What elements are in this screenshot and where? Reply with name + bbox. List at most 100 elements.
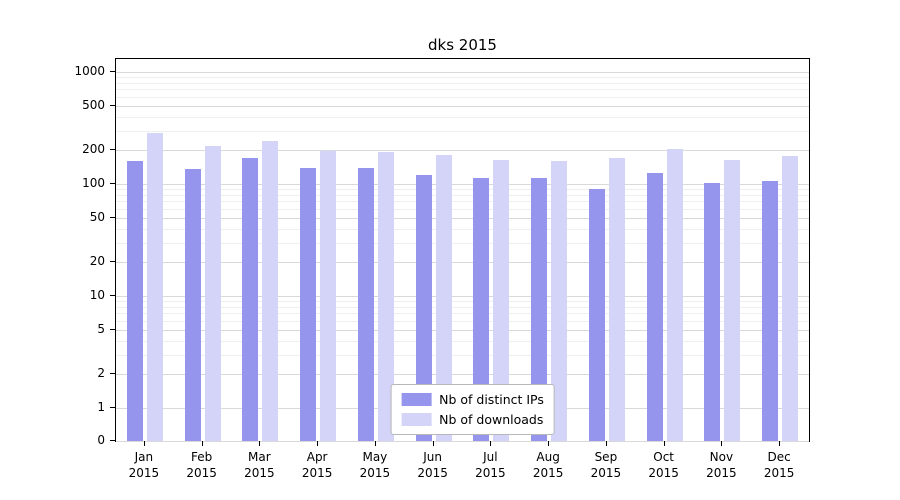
y-tick-label: 100 (82, 176, 105, 190)
x-tick-mark (548, 441, 550, 446)
bar-nb-of-downloads-oct-2015 (666, 148, 683, 441)
x-tick-mark (779, 441, 781, 446)
bar-nb-of-downloads-jul-2015 (493, 159, 510, 441)
gridline-minor (116, 130, 809, 132)
x-tick-label-jul-2015: Jul 2015 (475, 450, 506, 480)
legend-swatch-distinct-ips (401, 393, 432, 406)
gridline-minor (116, 89, 809, 91)
gridline-minor (116, 194, 809, 196)
y-tick-label: 50 (89, 209, 105, 224)
gridline-minor (116, 301, 809, 303)
legend-label-downloads: Nb of downloads (439, 412, 544, 427)
x-tick-mark (374, 441, 376, 446)
gridline-minor (116, 228, 809, 230)
x-tick-label-jun-2015: Jun 2015 (417, 450, 448, 480)
y-tick-mark (110, 71, 115, 72)
bar-nb-of-downloads-feb-2015 (204, 145, 221, 441)
x-tick-mark (317, 441, 319, 446)
y-tick-label: 0 (97, 433, 105, 447)
y-tick-mark (110, 104, 115, 106)
x-tick-mark (605, 441, 607, 446)
gridline-major (116, 329, 809, 331)
y-tick-label: 10 (89, 288, 105, 302)
bar-nb-of-downloads-jan-2015 (146, 133, 163, 441)
legend-item-distinct-ips: Nb of distinct IPs (401, 392, 544, 407)
bar-nb-of-downloads-jun-2015 (435, 155, 452, 441)
bar-nb-of-distinct-ips-jan-2015 (126, 161, 143, 441)
bar-nb-of-distinct-ips-aug-2015 (531, 178, 548, 441)
gridline-minor (116, 340, 809, 342)
y-tick-mark (110, 149, 115, 151)
gridline-minor (116, 242, 809, 244)
bar-nb-of-distinct-ips-may-2015 (357, 167, 374, 441)
x-tick-mark (432, 441, 434, 446)
y-tick-mark (110, 261, 115, 263)
legend-swatch-downloads (401, 413, 432, 426)
y-tick-label: 20 (89, 254, 105, 269)
bar-nb-of-distinct-ips-jun-2015 (415, 175, 432, 441)
gridline-major (116, 184, 809, 185)
x-tick-label-oct-2015: Oct 2015 (648, 450, 679, 480)
gridline-major (116, 105, 809, 107)
gridline-minor (116, 313, 809, 315)
x-tick-mark (663, 441, 665, 446)
bar-nb-of-downloads-may-2015 (377, 152, 394, 441)
legend-label-distinct-ips: Nb of distinct IPs (439, 392, 544, 407)
gridline-minor (116, 354, 809, 356)
gridline-major (116, 150, 809, 152)
bar-nb-of-distinct-ips-apr-2015 (300, 167, 317, 441)
y-tick-mark (110, 407, 115, 408)
x-tick-mark (721, 441, 723, 446)
y-tick-mark (110, 373, 115, 375)
y-tick-mark (110, 183, 115, 184)
gridline-major (116, 262, 809, 264)
bar-nb-of-distinct-ips-mar-2015 (242, 158, 259, 441)
x-tick-label-mar-2015: Mar 2015 (244, 450, 275, 480)
x-tick-label-feb-2015: Feb 2015 (186, 450, 217, 480)
gridline-minor (116, 201, 809, 203)
gridline-minor (116, 96, 809, 98)
x-tick-label-may-2015: May 2015 (359, 450, 391, 480)
gridline-major (116, 374, 809, 376)
x-tick-label-sep-2015: Sep 2015 (590, 450, 622, 480)
chart-title: dks 2015 (428, 36, 497, 54)
legend-item-downloads: Nb of downloads (401, 412, 544, 427)
x-tick-label-nov-2015: Nov 2015 (706, 450, 737, 480)
y-tick-mark (110, 328, 115, 330)
gridline-minor (116, 116, 809, 118)
legend: Nb of distinct IPs Nb of downloads (390, 384, 555, 435)
gridline-minor (116, 189, 809, 191)
y-tick-label: 1 (97, 400, 105, 414)
gridline-minor (116, 208, 809, 210)
bar-nb-of-downloads-apr-2015 (320, 150, 337, 441)
y-tick-mark (110, 295, 115, 296)
bar-nb-of-downloads-dec-2015 (782, 156, 799, 441)
gridline-major (116, 296, 809, 297)
bar-nb-of-distinct-ips-jul-2015 (473, 178, 490, 441)
x-tick-label-dec-2015: Dec 2015 (763, 450, 795, 480)
y-tick-label: 200 (82, 142, 105, 157)
bar-nb-of-distinct-ips-nov-2015 (704, 183, 721, 441)
x-tick-label-aug-2015: Aug 2015 (532, 450, 564, 480)
bar-nb-of-distinct-ips-oct-2015 (646, 173, 663, 441)
x-tick-mark (259, 441, 261, 446)
gridline-minor (116, 320, 809, 322)
bar-nb-of-downloads-sep-2015 (608, 157, 625, 441)
x-tick-mark (201, 441, 203, 446)
bar-nb-of-distinct-ips-sep-2015 (588, 189, 605, 441)
bar-nb-of-downloads-aug-2015 (551, 161, 568, 441)
bar-nb-of-distinct-ips-dec-2015 (762, 181, 779, 441)
bar-nb-of-distinct-ips-feb-2015 (184, 169, 201, 441)
x-tick-label-apr-2015: Apr 2015 (301, 450, 333, 480)
y-tick-label: 2 (97, 366, 105, 381)
y-tick-label: 5 (97, 321, 105, 336)
gridline-minor (116, 82, 809, 84)
x-tick-label-jan-2015: Jan 2015 (128, 450, 160, 480)
gridline-major (116, 217, 809, 219)
gridline-major (116, 72, 809, 73)
plot-area: Nb of distinct IPs Nb of downloads (115, 58, 810, 442)
y-tick-mark (110, 216, 115, 218)
gridline-major (116, 441, 809, 442)
bar-nb-of-downloads-mar-2015 (262, 141, 279, 441)
